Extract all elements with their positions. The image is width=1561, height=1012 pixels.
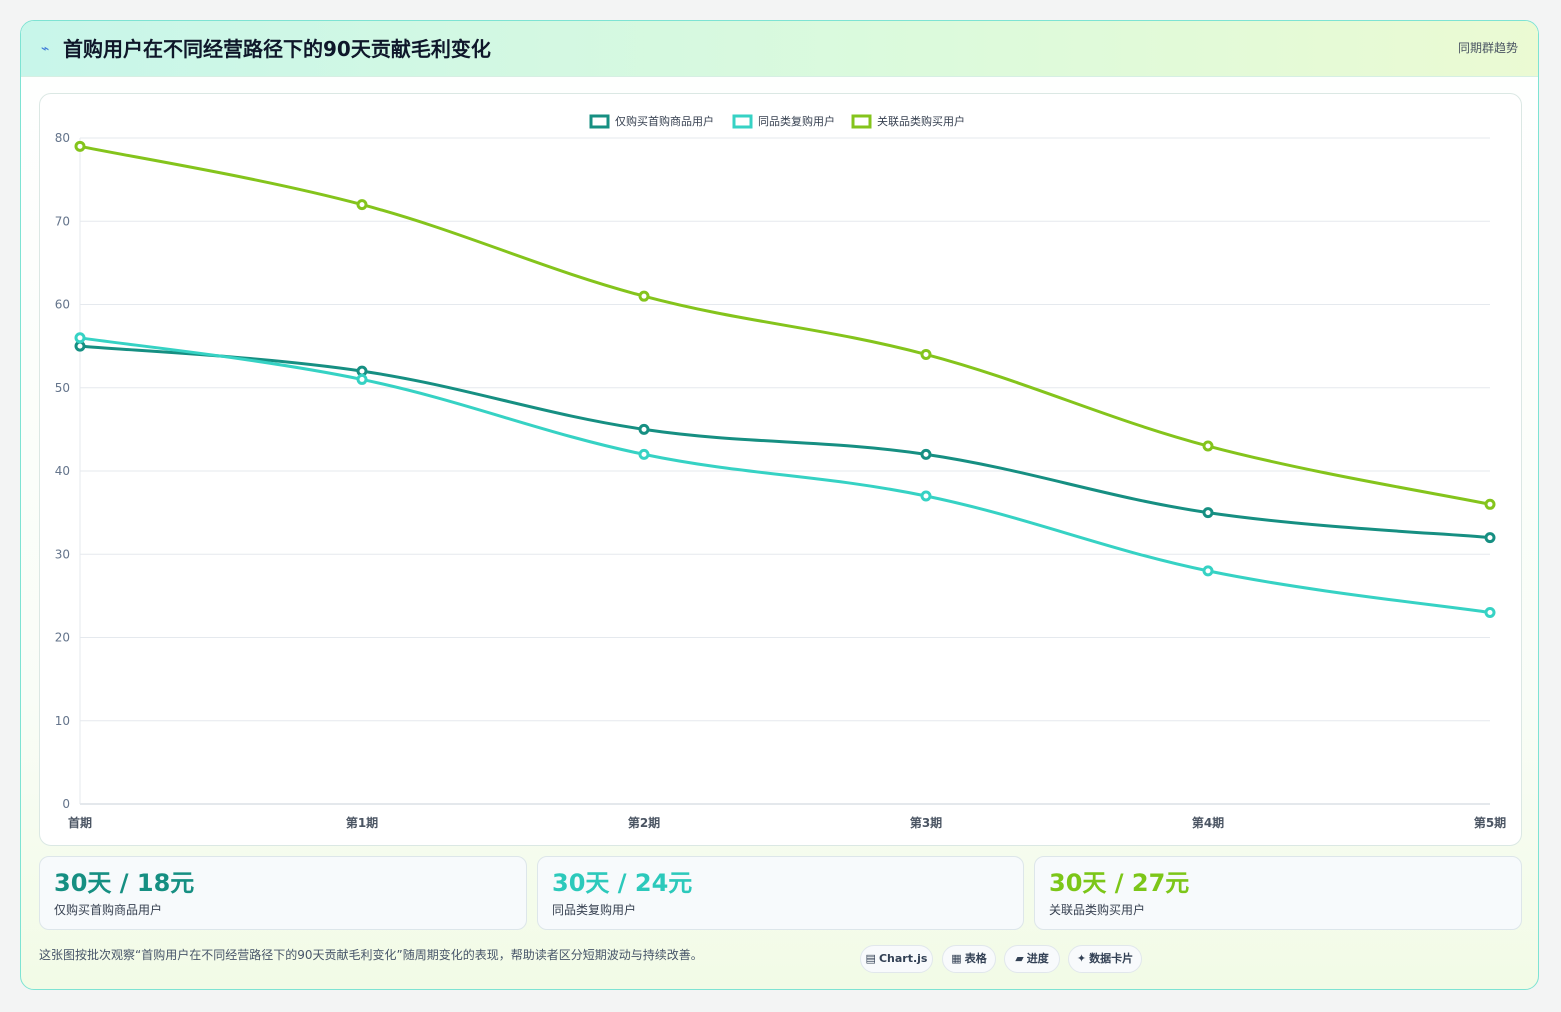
chip-label: 表格	[964, 952, 987, 965]
data-point[interactable]	[1202, 440, 1214, 452]
stat-label: 同品类复购用户	[552, 903, 637, 917]
data-point[interactable]	[920, 448, 932, 460]
series-line-0	[79, 344, 1491, 540]
stat-value: 30天 / 18元	[54, 869, 195, 897]
y-tick-label: 70	[55, 214, 70, 228]
series-line-1	[79, 336, 1491, 615]
legend-swatch	[589, 114, 610, 129]
x-tick-label: 第3期	[910, 815, 942, 830]
data-point[interactable]	[638, 423, 650, 435]
x-tick-label: 第5期	[1474, 815, 1506, 830]
data-point[interactable]	[1484, 532, 1496, 544]
stat-card-2: 30天 / 27元 关联品类购买用户	[1034, 856, 1522, 930]
data-point[interactable]	[356, 365, 368, 377]
data-point[interactable]	[1202, 565, 1214, 577]
x-tick-label: 第1期	[346, 815, 378, 830]
legend-swatch	[732, 114, 753, 129]
chart-icon: ▤	[865, 952, 876, 965]
legend-label: 同品类复购用户	[758, 114, 835, 128]
chart-card: ⌁ 首购用户在不同经营路径下的90天贡献毛利变化 同期群趋势 0 10 20 30 40…	[20, 20, 1539, 990]
data-point[interactable]	[74, 340, 86, 352]
y-tick-label: 40	[55, 464, 70, 478]
data-point[interactable]	[356, 199, 368, 211]
y-tick-label: 50	[55, 381, 70, 395]
data-point[interactable]	[356, 373, 368, 385]
y-tick-label: 10	[55, 714, 70, 728]
x-tick-label: 第2期	[628, 815, 660, 830]
chip-chartjs[interactable]: ▤ Chart.js	[860, 945, 933, 973]
table-icon: ▦	[951, 952, 962, 965]
legend-swatch	[851, 114, 872, 129]
chart-footnote: 这张图按批次观察“首购用户在不同经营路径下的90天贡献毛利变化”随周期变化的表现…	[39, 948, 703, 962]
data-point[interactable]	[920, 348, 932, 360]
y-tick-label: 30	[55, 547, 70, 561]
series-line-2	[79, 144, 1491, 506]
line-chart: 0 10 20 30 40 50 60 70 80 首期 第1期 第2期 第3期 第4期 第5期 仅购买首购商…	[55, 114, 1506, 830]
y-tick-label: 0	[62, 797, 70, 811]
data-point[interactable]	[74, 332, 86, 344]
stat-label: 关联品类购买用户	[1049, 903, 1146, 917]
stat-card-1: 30天 / 24元 同品类复购用户	[537, 856, 1024, 930]
y-tick-label: 80	[55, 131, 70, 145]
chip-label: 数据卡片	[1089, 952, 1134, 965]
legend-label: 关联品类购买用户	[877, 114, 965, 128]
chip-label: 进度	[1026, 952, 1049, 965]
chip-progress[interactable]: ▰ 进度	[1004, 945, 1060, 973]
data-point[interactable]	[638, 448, 650, 460]
data-point[interactable]	[74, 140, 86, 152]
chart-title: 首购用户在不同经营路径下的90天贡献毛利变化	[63, 37, 491, 61]
data-card-icon: ✦	[1076, 952, 1087, 965]
card-header: ⌁ 首购用户在不同经营路径下的90天贡献毛利变化 同期群趋势	[21, 21, 1538, 77]
chip-label: Chart.js	[878, 952, 928, 965]
data-point[interactable]	[920, 490, 932, 502]
chart-panel: 0 10 20 30 40 50 60 70 80 首期 第1期 第2期 第3期 第4期 第5期 仅购买首购商…	[39, 93, 1522, 846]
x-tick-label: 第4期	[1192, 815, 1224, 830]
stat-label: 仅购买首购商品用户	[54, 903, 163, 917]
legend-label: 仅购买首购商品用户	[615, 114, 714, 128]
sparkle-icon: ⌁	[41, 41, 50, 57]
data-point[interactable]	[1484, 498, 1496, 510]
data-point[interactable]	[1202, 507, 1214, 519]
y-tick-label: 20	[55, 631, 70, 645]
data-point[interactable]	[1484, 607, 1496, 619]
stat-card-0: 30天 / 18元 仅购买首购商品用户	[39, 856, 527, 930]
chip-data-card[interactable]: ✦ 数据卡片	[1068, 945, 1142, 973]
y-tick-label: 60	[55, 298, 70, 312]
x-tick-label: 首期	[68, 815, 92, 830]
cohort-trend-tag: 同期群趋势	[1457, 41, 1518, 55]
data-point[interactable]	[638, 290, 650, 302]
stat-value: 30天 / 27元	[1049, 869, 1190, 897]
chip-table[interactable]: ▦ 表格	[942, 945, 996, 973]
progress-icon: ▰	[1015, 952, 1024, 965]
stat-value: 30天 / 24元	[552, 869, 693, 897]
